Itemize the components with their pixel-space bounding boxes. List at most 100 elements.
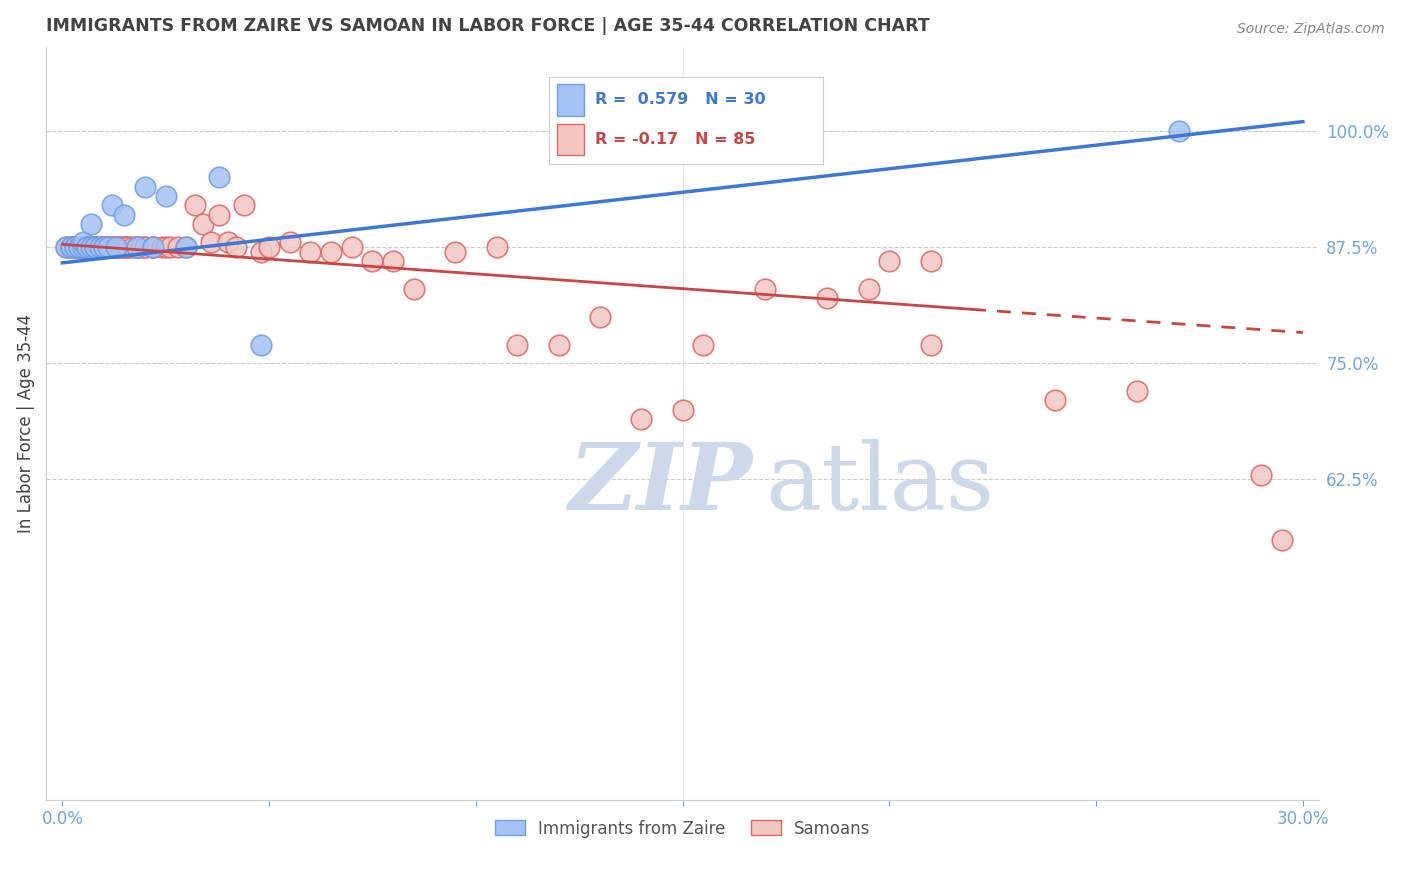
Point bbox=[112, 208, 135, 222]
Point bbox=[117, 240, 139, 254]
Point bbox=[97, 240, 120, 254]
Point bbox=[105, 240, 128, 254]
Point bbox=[208, 170, 231, 185]
Point bbox=[93, 240, 115, 254]
Point bbox=[150, 240, 173, 254]
Point bbox=[108, 240, 131, 254]
Point bbox=[319, 244, 342, 259]
Point bbox=[692, 337, 714, 351]
Point bbox=[176, 240, 198, 254]
Point bbox=[59, 240, 82, 254]
Point bbox=[444, 244, 467, 259]
Point bbox=[233, 198, 256, 212]
Point bbox=[208, 208, 231, 222]
Point bbox=[93, 240, 115, 254]
Point bbox=[754, 282, 776, 296]
Point bbox=[361, 254, 384, 268]
Point bbox=[105, 240, 128, 254]
Point bbox=[72, 240, 94, 254]
Point bbox=[63, 240, 86, 254]
Point bbox=[134, 240, 156, 254]
Text: ZIP: ZIP bbox=[568, 439, 752, 529]
Point bbox=[67, 240, 90, 254]
Point bbox=[80, 240, 103, 254]
Point bbox=[89, 240, 111, 254]
Point bbox=[72, 235, 94, 250]
Point bbox=[80, 217, 103, 231]
Point bbox=[858, 282, 880, 296]
Point bbox=[125, 240, 148, 254]
Point bbox=[630, 412, 652, 426]
Point bbox=[84, 240, 107, 254]
Point bbox=[59, 240, 82, 254]
Point bbox=[506, 337, 529, 351]
Point bbox=[84, 240, 107, 254]
Point bbox=[84, 240, 107, 254]
Point bbox=[76, 240, 98, 254]
Point bbox=[76, 240, 98, 254]
Point bbox=[920, 254, 942, 268]
Point bbox=[80, 240, 103, 254]
Point bbox=[167, 240, 190, 254]
Point bbox=[485, 240, 508, 254]
Point bbox=[155, 240, 177, 254]
Point bbox=[72, 240, 94, 254]
Legend: Immigrants from Zaire, Samoans: Immigrants from Zaire, Samoans bbox=[488, 813, 877, 844]
Point bbox=[217, 235, 239, 250]
Point bbox=[225, 240, 247, 254]
Point bbox=[278, 235, 301, 250]
Point bbox=[55, 240, 77, 254]
Point bbox=[89, 240, 111, 254]
Point bbox=[93, 240, 115, 254]
Point bbox=[1167, 124, 1189, 138]
Point bbox=[105, 240, 128, 254]
Point bbox=[142, 240, 165, 254]
Point bbox=[142, 240, 165, 254]
Point bbox=[63, 240, 86, 254]
Point bbox=[155, 189, 177, 203]
Point bbox=[67, 240, 90, 254]
Point bbox=[547, 337, 569, 351]
Point bbox=[80, 240, 103, 254]
Point bbox=[89, 240, 111, 254]
Point bbox=[200, 235, 222, 250]
Point bbox=[879, 254, 901, 268]
Point bbox=[101, 198, 124, 212]
Point bbox=[108, 240, 131, 254]
Point bbox=[142, 240, 165, 254]
Point bbox=[63, 240, 86, 254]
Point bbox=[299, 244, 322, 259]
Point bbox=[101, 240, 124, 254]
Point bbox=[125, 240, 148, 254]
Point bbox=[97, 240, 120, 254]
Point bbox=[76, 240, 98, 254]
Point bbox=[84, 240, 107, 254]
Point bbox=[93, 240, 115, 254]
Point bbox=[63, 240, 86, 254]
Y-axis label: In Labor Force | Age 35-44: In Labor Force | Age 35-44 bbox=[17, 314, 35, 533]
Point bbox=[63, 240, 86, 254]
Point bbox=[76, 240, 98, 254]
Point bbox=[59, 240, 82, 254]
Point bbox=[340, 240, 363, 254]
Point bbox=[112, 240, 135, 254]
Point bbox=[1250, 467, 1272, 482]
Point bbox=[1271, 533, 1294, 547]
Text: Source: ZipAtlas.com: Source: ZipAtlas.com bbox=[1237, 22, 1385, 37]
Point bbox=[129, 240, 152, 254]
Point bbox=[249, 337, 271, 351]
Point bbox=[72, 240, 94, 254]
Point bbox=[159, 240, 181, 254]
Point bbox=[191, 217, 214, 231]
Point bbox=[134, 179, 156, 194]
Point bbox=[112, 240, 135, 254]
Point bbox=[55, 240, 77, 254]
Point bbox=[183, 198, 205, 212]
Point bbox=[67, 240, 90, 254]
Point bbox=[84, 240, 107, 254]
Point bbox=[80, 240, 103, 254]
Point bbox=[920, 337, 942, 351]
Point bbox=[93, 240, 115, 254]
Point bbox=[249, 244, 271, 259]
Point bbox=[67, 240, 90, 254]
